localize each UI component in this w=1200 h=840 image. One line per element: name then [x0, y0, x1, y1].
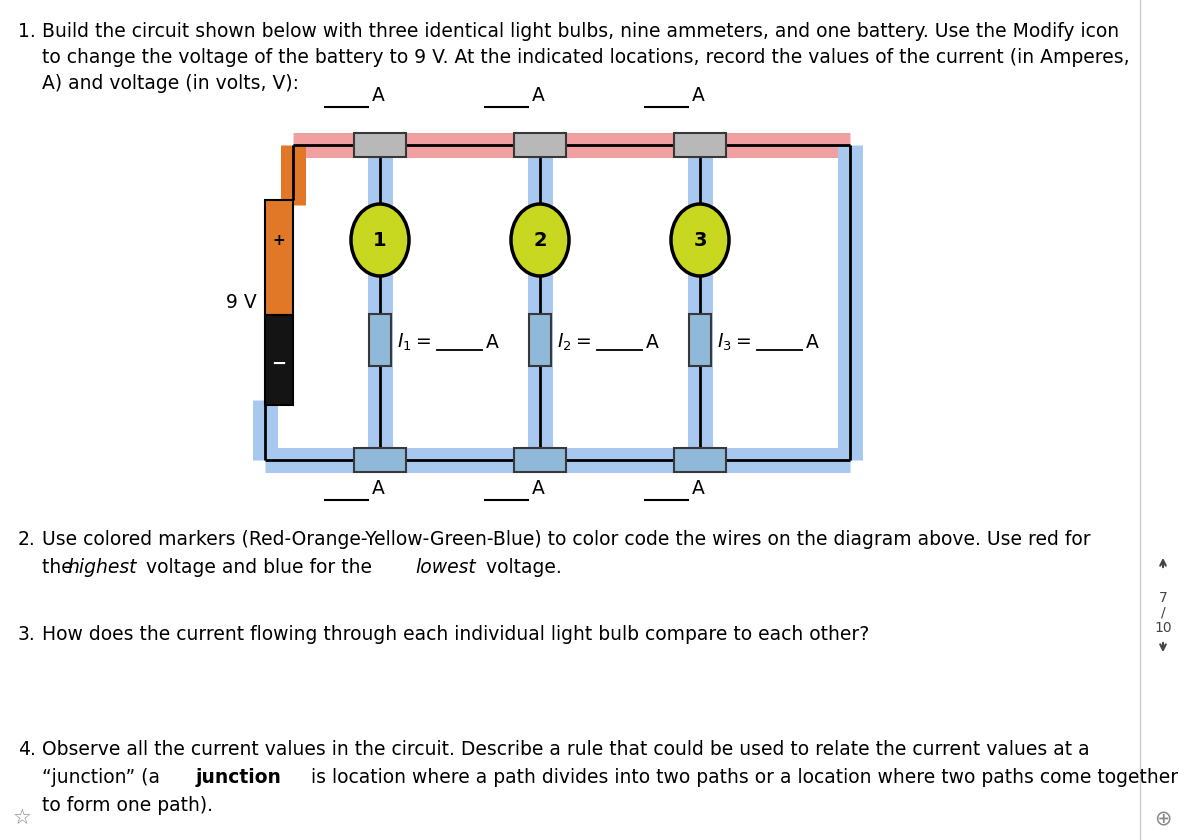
Bar	[529, 314, 551, 366]
Text: 10: 10	[1154, 621, 1172, 635]
Text: lowest: lowest	[415, 558, 475, 577]
Text: ⊕: ⊕	[1154, 808, 1171, 828]
Text: Observe all the current values in the circuit. Describe a rule that could be use: Observe all the current values in the ci…	[42, 740, 1090, 759]
Text: “junction” (a: “junction” (a	[42, 768, 166, 787]
Text: A: A	[692, 479, 704, 498]
Text: $I_3=$: $I_3=$	[718, 331, 751, 353]
Text: ☆: ☆	[13, 808, 31, 828]
Bar	[354, 448, 406, 472]
Bar	[674, 133, 726, 157]
Text: highest: highest	[67, 558, 137, 577]
Text: 1: 1	[373, 230, 386, 249]
Text: −: −	[271, 355, 287, 374]
Text: to form one path).: to form one path).	[42, 796, 214, 815]
Bar	[370, 314, 391, 366]
Text: A) and voltage (in volts, V):: A) and voltage (in volts, V):	[42, 74, 299, 93]
Bar	[674, 448, 726, 472]
Text: A: A	[806, 333, 818, 351]
Bar	[265, 200, 293, 315]
Text: Build the circuit shown below with three identical light bulbs, nine ammeters, a: Build the circuit shown below with three…	[42, 22, 1120, 41]
Bar	[514, 448, 566, 472]
Text: A: A	[646, 333, 659, 351]
Text: A: A	[372, 86, 385, 105]
Text: How does the current flowing through each individual light bulb compare to each : How does the current flowing through eac…	[42, 625, 869, 644]
Text: A: A	[486, 333, 499, 351]
Text: 2: 2	[533, 230, 547, 249]
Bar	[265, 315, 293, 405]
Text: Use colored markers (Red-Orange-Yellow-Green-Blue) to color code the wires on th: Use colored markers (Red-Orange-Yellow-G…	[42, 530, 1091, 549]
Text: 3: 3	[694, 230, 707, 249]
Text: /: /	[1160, 606, 1165, 620]
Text: voltage.: voltage.	[480, 558, 562, 577]
Text: 1.: 1.	[18, 22, 36, 41]
Text: voltage and blue for the: voltage and blue for the	[140, 558, 378, 577]
Text: to change the voltage of the battery to 9 V. At the indicated locations, record : to change the voltage of the battery to …	[42, 48, 1129, 67]
Text: is location where a path divides into two paths or a location where two paths co: is location where a path divides into tw…	[305, 768, 1178, 787]
Text: A: A	[372, 479, 385, 498]
Text: +: +	[272, 233, 286, 248]
Text: 4.: 4.	[18, 740, 36, 759]
Text: A: A	[692, 86, 704, 105]
Text: A: A	[532, 479, 545, 498]
Text: A: A	[532, 86, 545, 105]
Bar	[689, 314, 710, 366]
Text: $I_1=$: $I_1=$	[397, 331, 431, 353]
Ellipse shape	[671, 204, 730, 276]
Text: 7: 7	[1159, 591, 1168, 605]
Bar	[514, 133, 566, 157]
Text: junction: junction	[196, 768, 282, 787]
Bar	[354, 133, 406, 157]
Text: 9 V: 9 V	[227, 293, 257, 312]
Ellipse shape	[511, 204, 569, 276]
Text: $I_2=$: $I_2=$	[557, 331, 590, 353]
Text: 3.: 3.	[18, 625, 36, 644]
Text: 2.: 2.	[18, 530, 36, 549]
Ellipse shape	[352, 204, 409, 276]
Text: the: the	[42, 558, 79, 577]
